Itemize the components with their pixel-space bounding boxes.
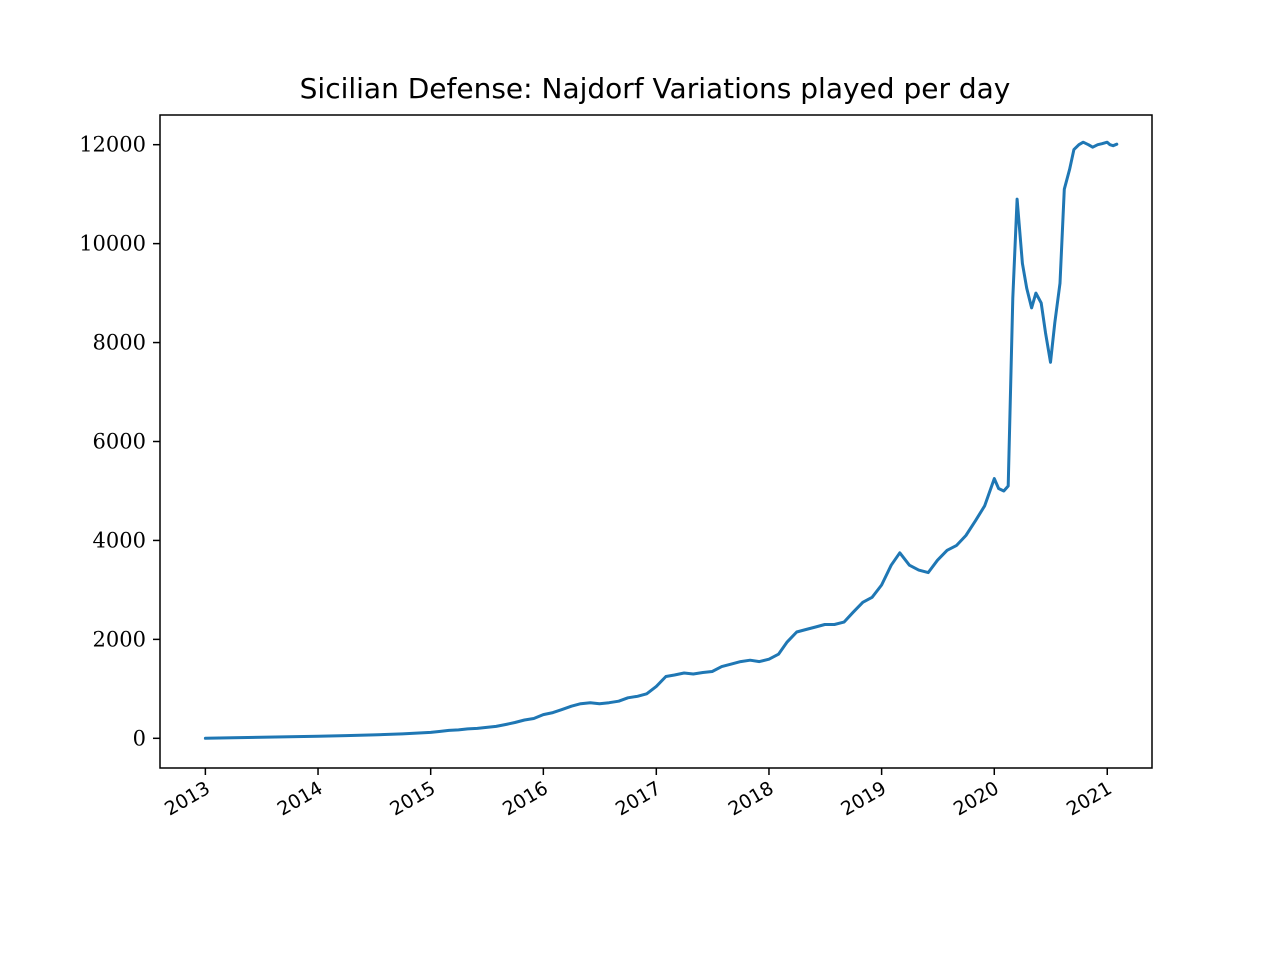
y-tick-label: 2000	[93, 627, 146, 651]
y-tick-label: 12000	[79, 133, 146, 157]
y-tick-label: 4000	[93, 528, 146, 552]
chart-title: Sicilian Defense: Najdorf Variations pla…	[300, 72, 1011, 105]
series-line	[203, 140, 1119, 740]
y-tick-label: 6000	[93, 430, 146, 454]
y-tick-label: 0	[133, 726, 146, 750]
y-tick-label: 10000	[79, 232, 146, 256]
y-tick-label: 8000	[93, 331, 146, 355]
plot-area-frame	[159, 114, 1153, 769]
y-axis-ticks: 0 2000 4000 6000 8000 10000 12000	[79, 133, 160, 750]
